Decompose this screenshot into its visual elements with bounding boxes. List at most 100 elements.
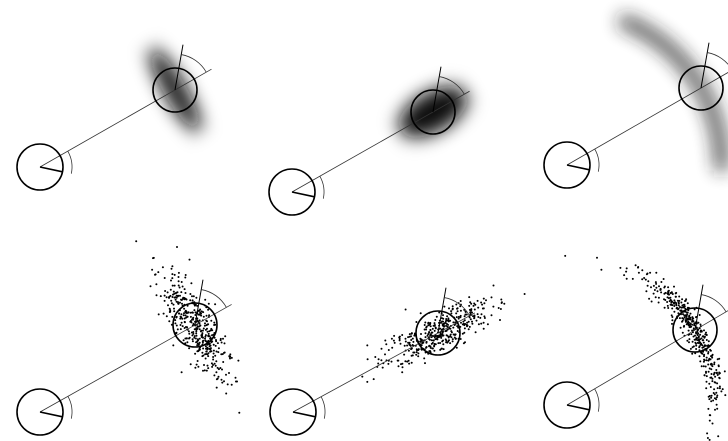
particle — [170, 267, 173, 270]
particle — [186, 304, 189, 307]
particle — [523, 293, 526, 295]
particle — [424, 321, 427, 324]
landmark — [172, 302, 218, 348]
particle — [176, 328, 179, 331]
particle — [415, 351, 418, 354]
particle — [184, 276, 187, 279]
particle — [667, 290, 670, 293]
particle — [201, 351, 204, 354]
particle — [473, 317, 476, 320]
particle — [193, 309, 196, 312]
particle — [450, 336, 453, 339]
particle — [670, 303, 673, 306]
particle — [641, 269, 644, 272]
particle — [645, 290, 648, 293]
particle — [445, 341, 448, 344]
particle — [206, 364, 209, 367]
particle — [702, 365, 705, 368]
landmark — [415, 310, 461, 356]
particle — [201, 329, 204, 332]
particle — [210, 319, 213, 322]
particle — [164, 290, 167, 292]
particle — [166, 291, 169, 294]
particle — [471, 320, 473, 323]
particle — [194, 366, 197, 369]
particle — [455, 312, 458, 315]
particle — [711, 365, 714, 368]
particle — [181, 302, 183, 305]
particle — [393, 334, 396, 337]
particle — [714, 408, 716, 411]
particle — [681, 298, 684, 301]
particle — [671, 293, 674, 295]
particle — [415, 353, 418, 356]
particle — [688, 341, 690, 344]
particle — [663, 306, 666, 309]
particle — [209, 348, 212, 351]
particle — [157, 271, 160, 274]
particle — [178, 312, 181, 315]
particle — [673, 310, 676, 313]
particle — [217, 347, 220, 350]
particle — [685, 319, 688, 322]
particle — [625, 267, 628, 270]
particle — [182, 339, 185, 342]
particle — [174, 319, 177, 322]
particle — [157, 313, 160, 316]
particle — [196, 304, 199, 307]
particle — [447, 317, 450, 320]
particle — [184, 274, 187, 276]
particle — [225, 392, 228, 395]
particle — [693, 322, 696, 325]
particle — [206, 323, 209, 326]
particle — [170, 279, 172, 282]
particle — [175, 315, 178, 318]
particle — [163, 294, 166, 297]
particle — [703, 329, 705, 332]
particle — [450, 331, 453, 334]
particle — [701, 346, 704, 349]
particle — [433, 336, 436, 339]
particle — [718, 371, 721, 374]
heading — [39, 411, 63, 418]
particle — [482, 321, 485, 324]
particle — [681, 304, 684, 307]
particle — [482, 297, 485, 300]
particle — [195, 334, 198, 337]
particle — [403, 353, 406, 356]
particle — [641, 278, 644, 281]
particle — [666, 304, 669, 307]
particle — [467, 320, 470, 323]
particle — [209, 344, 212, 347]
particle — [623, 274, 626, 277]
particle — [400, 363, 402, 366]
particle — [212, 343, 215, 346]
particle — [215, 340, 218, 343]
particle — [702, 360, 705, 363]
angle-arc — [701, 294, 727, 313]
particle — [677, 308, 679, 311]
particle — [676, 299, 679, 302]
particle — [680, 301, 683, 304]
particle — [660, 281, 663, 283]
particle — [712, 392, 715, 394]
particle — [475, 319, 478, 322]
particle — [427, 333, 430, 336]
particle — [662, 278, 665, 280]
particle — [210, 350, 213, 353]
particle — [469, 301, 472, 304]
panel — [543, 254, 728, 441]
particle — [194, 314, 197, 316]
particle — [183, 288, 186, 291]
particle — [171, 296, 174, 298]
particle — [181, 325, 184, 328]
particle — [660, 291, 663, 294]
particle — [679, 326, 682, 329]
particle — [464, 311, 467, 313]
particle — [715, 396, 718, 399]
particle — [229, 357, 231, 360]
angle-arc — [439, 76, 465, 95]
particle — [177, 276, 180, 278]
particle — [465, 313, 468, 316]
